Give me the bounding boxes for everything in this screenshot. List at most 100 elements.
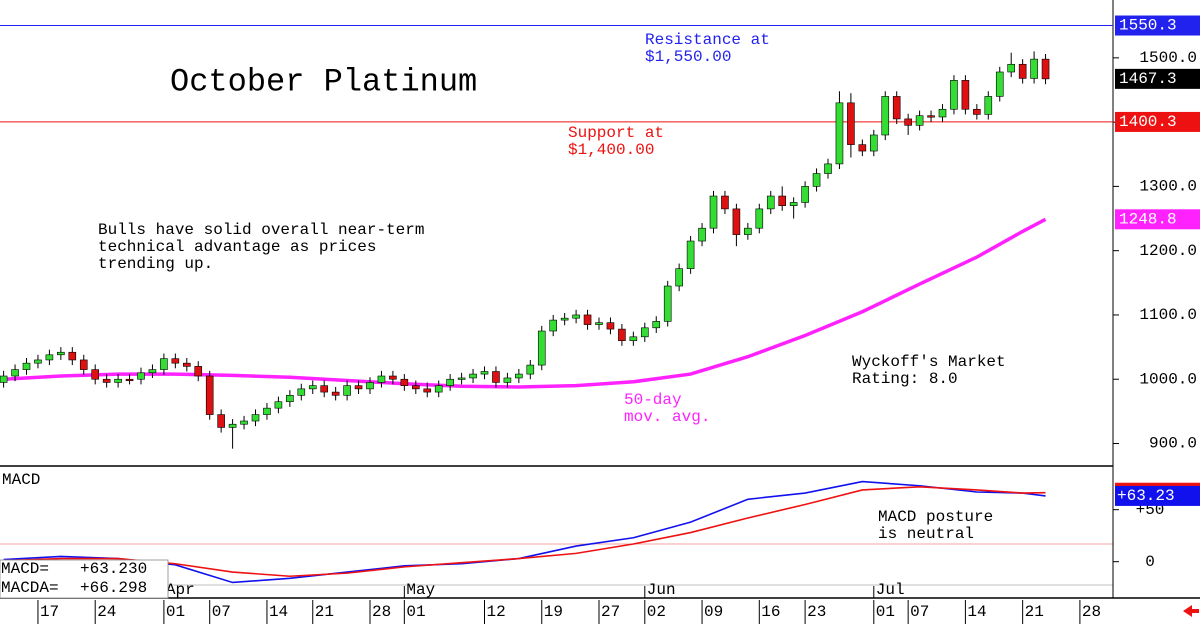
candle-body bbox=[389, 375, 397, 380]
candle-body bbox=[114, 378, 122, 383]
candle-body bbox=[457, 377, 466, 380]
x-tick-label: 02 bbox=[647, 603, 666, 621]
candle-body bbox=[331, 391, 340, 396]
annotation: 50-day bbox=[624, 391, 682, 409]
chart-title: October Platinum bbox=[170, 63, 477, 100]
candle-body bbox=[778, 195, 787, 206]
candle-body bbox=[411, 385, 420, 390]
candle-body bbox=[973, 108, 981, 115]
candle-body bbox=[698, 227, 706, 242]
candle-body bbox=[137, 372, 145, 380]
nav-arrow[interactable] bbox=[1183, 605, 1199, 617]
annotation: trending up. bbox=[98, 255, 213, 273]
price-box bbox=[1115, 68, 1200, 89]
candle-body bbox=[515, 373, 523, 379]
candle-body bbox=[629, 336, 638, 341]
candle-body bbox=[320, 385, 329, 393]
candle-body bbox=[68, 351, 77, 361]
x-tick-label: 24 bbox=[97, 603, 116, 621]
candle-body bbox=[755, 208, 764, 229]
candle-body bbox=[34, 359, 42, 364]
y-tick-label: 900.0 bbox=[1149, 435, 1197, 453]
month-label: Jul bbox=[876, 581, 905, 599]
candle-body bbox=[469, 373, 477, 379]
candle-body bbox=[732, 208, 741, 235]
annotation: $1,400.00 bbox=[568, 141, 654, 159]
candle-body bbox=[618, 328, 626, 341]
price-box bbox=[1115, 111, 1200, 132]
candle-body bbox=[1041, 58, 1050, 80]
annotation: Rating: 8.0 bbox=[852, 370, 958, 388]
price-box-label: 1550.3 bbox=[1119, 17, 1177, 35]
candle-body bbox=[938, 108, 947, 118]
moving-average-line bbox=[3, 217, 1047, 389]
x-tick-label: 14 bbox=[967, 603, 986, 621]
y-tick-label: 1100.0 bbox=[1139, 306, 1197, 324]
candle-body bbox=[526, 364, 535, 375]
x-tick-label: 01 bbox=[406, 603, 425, 621]
candle-body bbox=[595, 322, 603, 325]
candle-body bbox=[995, 71, 1004, 97]
candle-body bbox=[0, 375, 8, 383]
candle-body bbox=[57, 351, 65, 356]
candle-body bbox=[480, 371, 489, 375]
y-tick-label: 0 bbox=[1145, 553, 1155, 571]
candle-body bbox=[274, 401, 283, 409]
annotation: technical advantage as prices bbox=[98, 238, 376, 256]
x-tick-label: 19 bbox=[544, 603, 563, 621]
x-tick-label: 12 bbox=[487, 603, 506, 621]
candle-body bbox=[744, 227, 752, 235]
candle-body bbox=[686, 240, 695, 269]
candle-body bbox=[160, 358, 168, 370]
annotation: mov. avg. bbox=[624, 408, 710, 426]
y-tick-label: 1000.0 bbox=[1139, 370, 1197, 388]
annotation: MACD posture bbox=[878, 508, 993, 526]
candle-body bbox=[652, 321, 661, 329]
candle-body bbox=[366, 382, 374, 390]
candle-body bbox=[549, 319, 558, 332]
candle-body bbox=[812, 173, 821, 187]
candle-body bbox=[835, 102, 844, 165]
candle-body bbox=[11, 369, 19, 377]
candle-body bbox=[308, 385, 317, 390]
candle-body bbox=[194, 366, 203, 377]
candle-body bbox=[789, 202, 798, 206]
macd-legend-value: +66.298 bbox=[80, 579, 147, 597]
x-tick-label: 07 bbox=[212, 603, 231, 621]
macd-legend-box bbox=[0, 559, 169, 599]
x-tick-label: 28 bbox=[1082, 603, 1101, 621]
annotation: Bulls have solid overall near-term bbox=[98, 221, 424, 239]
candle-body bbox=[434, 385, 443, 393]
month-label: Apr bbox=[166, 581, 195, 599]
candle-body bbox=[583, 314, 592, 325]
macd-legend-value: +63.230 bbox=[80, 560, 147, 578]
y-tick-label: 1500.0 bbox=[1139, 49, 1197, 67]
candle-body bbox=[1018, 63, 1027, 79]
x-tick-label: 21 bbox=[1025, 603, 1044, 621]
x-tick-label: 09 bbox=[704, 603, 723, 621]
macd-box-label: +63.23 bbox=[1117, 487, 1175, 505]
candle-body bbox=[183, 362, 191, 367]
candle-body bbox=[125, 378, 134, 382]
candle-body bbox=[537, 330, 546, 366]
candle-body bbox=[927, 115, 935, 118]
candle-body bbox=[503, 377, 512, 383]
annotation: $1,550.00 bbox=[645, 48, 731, 66]
candle-body bbox=[45, 354, 54, 361]
y-tick-label: 1300.0 bbox=[1139, 178, 1197, 196]
candle-body bbox=[824, 163, 832, 174]
x-tick-label: 21 bbox=[315, 603, 334, 621]
price-box bbox=[1115, 209, 1200, 230]
macd-line bbox=[3, 480, 1046, 584]
candle-body bbox=[892, 96, 901, 120]
candle-body bbox=[297, 388, 306, 396]
candle-body bbox=[240, 420, 248, 425]
annotation: Support at bbox=[568, 124, 664, 142]
candle-body bbox=[675, 268, 683, 287]
x-tick-label: 16 bbox=[761, 603, 780, 621]
candle-body bbox=[354, 385, 363, 390]
macd-legend-name: MACDA= bbox=[1, 579, 59, 597]
candle-body bbox=[492, 371, 500, 383]
macd-line bbox=[3, 485, 1046, 578]
candle-body bbox=[1030, 58, 1038, 79]
